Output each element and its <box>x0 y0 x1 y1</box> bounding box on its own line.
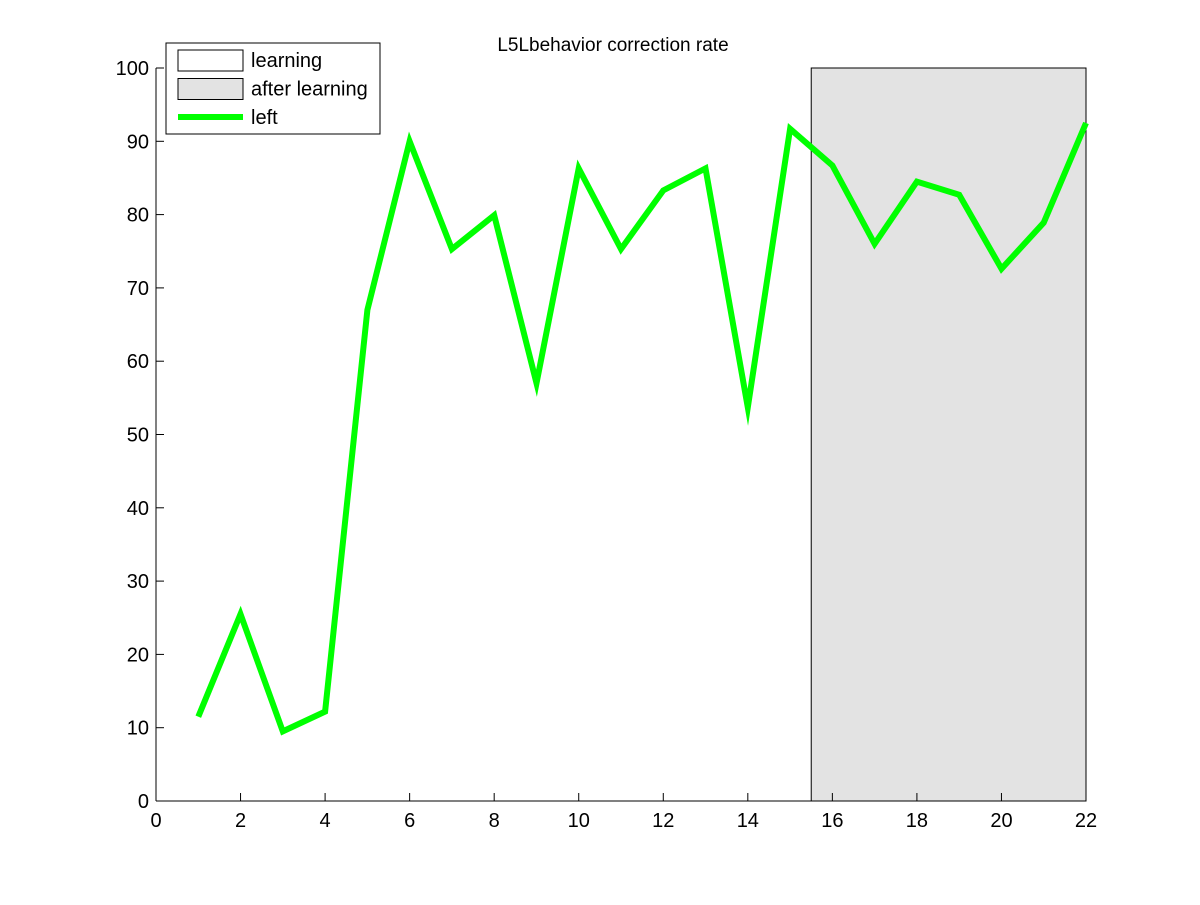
x-tick-label: 8 <box>489 810 500 832</box>
x-tick-label: 22 <box>1075 810 1097 832</box>
x-tick-label: 6 <box>404 810 415 832</box>
legend: learning after learning left <box>166 43 380 134</box>
y-tick-label: 100 <box>116 58 149 80</box>
y-tick-label: 90 <box>127 131 149 153</box>
y-tick-label: 0 <box>138 791 149 813</box>
x-tick-label: 16 <box>821 810 843 832</box>
y-tick-label: 20 <box>127 644 149 666</box>
legend-label: after learning <box>251 79 368 101</box>
y-tick-label: 50 <box>127 425 149 447</box>
legend-label: left <box>251 107 278 129</box>
x-tick-label: 10 <box>568 810 590 832</box>
y-tick-label: 10 <box>127 718 149 740</box>
x-tick-label: 12 <box>652 810 674 832</box>
region-after-learning <box>811 68 1086 801</box>
legend-swatch <box>178 50 243 71</box>
plot-area <box>198 68 1086 801</box>
x-tick-label: 18 <box>906 810 928 832</box>
legend-label: learning <box>251 50 322 72</box>
y-tick-label: 30 <box>127 571 149 593</box>
legend-swatch <box>178 79 243 100</box>
x-tick-label: 14 <box>737 810 759 832</box>
x-tick-label: 0 <box>150 810 161 832</box>
y-tick-label: 60 <box>127 351 149 373</box>
y-tick-label: 80 <box>127 205 149 227</box>
x-tick-label: 4 <box>320 810 331 832</box>
y-tick-label: 40 <box>127 498 149 520</box>
x-tick-label: 20 <box>990 810 1012 832</box>
chart-title: L5Lbehavior correction rate <box>497 35 728 56</box>
x-tick-label: 2 <box>235 810 246 832</box>
y-tick-label: 70 <box>127 278 149 300</box>
